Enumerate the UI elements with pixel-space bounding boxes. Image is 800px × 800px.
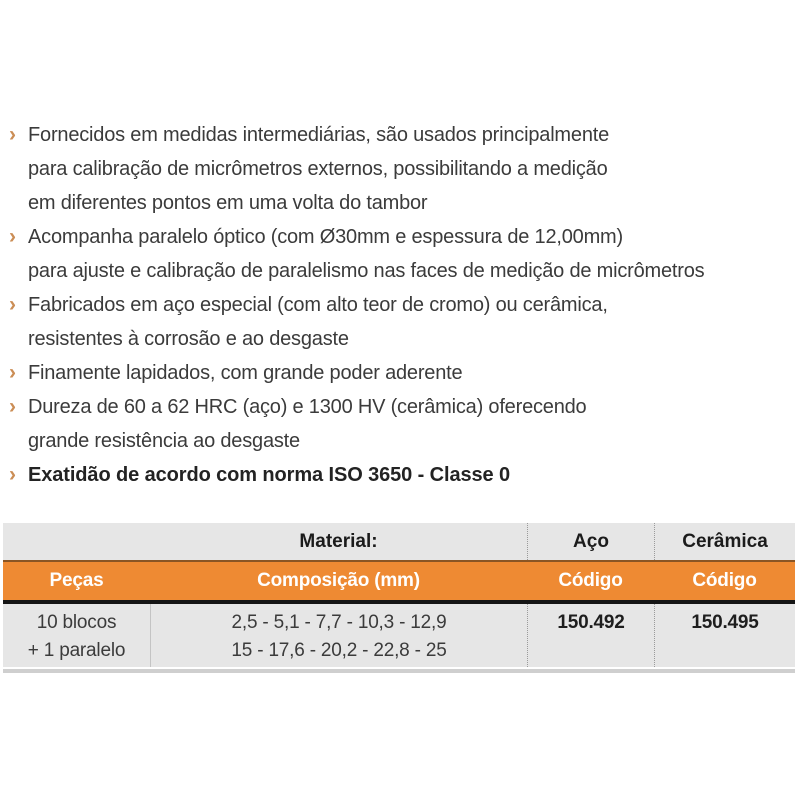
list-item: › Acompanha paralelo óptico (com Ø30mm e… [0,220,760,254]
list-item: › Finamente lapidados, com grande poder … [0,356,760,390]
list-item-text: Dureza de 60 a 62 HRC (aço) e 1300 HV (c… [28,396,587,418]
material-header-row: Material: Aço Cerâmica [3,523,795,560]
material-header-empty-cell [3,523,150,560]
table-bottom-rule [3,669,795,673]
list-item-text: para calibração de micrômetros externos,… [28,158,608,180]
material-aco-label: Aço [527,523,654,560]
list-item-continuation: grande resistência ao desgaste [0,424,760,458]
feature-list: › Fornecidos em medidas intermediárias, … [0,118,760,492]
bullet-indent [0,186,28,220]
bullet-indent [0,152,28,186]
pecas-cell: 10 blocos + 1 paralelo [3,604,150,667]
list-item-text: resistentes à corrosão e ao desgaste [28,328,349,350]
list-item-accuracy-note: › Exatidão de acordo com norma ISO 3650 … [0,458,760,492]
product-table: Material: Aço Cerâmica Peças Composição … [3,523,795,673]
list-item-text: Fornecidos em medidas intermediárias, sã… [28,124,610,146]
table-bottom-gap [3,667,795,669]
bullet-chevron-icon: › [9,293,16,316]
composicao-cell: 2,5 - 5,1 - 7,7 - 10,3 - 12,9 15 - 17,6 … [150,604,527,667]
list-item-text: grande resistência ao desgaste [28,430,300,452]
bullet-chevron-icon: › [9,123,16,146]
list-item-text: Fabricados em aço especial (com alto teo… [28,294,608,316]
bullet-chevron-icon: › [9,463,16,486]
list-item-text: em diferentes pontos em uma volta do tam… [28,192,428,214]
bullet-chevron-icon: › [9,225,16,248]
list-item: › Fornecidos em medidas intermediárias, … [0,118,760,152]
list-item: › Fabricados em aço especial (com alto t… [0,288,760,322]
bullet-indent [0,322,28,356]
list-item-continuation: em diferentes pontos em uma volta do tam… [0,186,760,220]
codigo-ceramica-value: 150.495 [691,612,759,633]
list-item: › Dureza de 60 a 62 HRC (aço) e 1300 HV … [0,390,760,424]
codigo-ceramica-cell: 150.495 [654,604,795,667]
composicao-line1: 2,5 - 5,1 - 7,7 - 10,3 - 12,9 [231,612,447,633]
list-item-text: para ajuste e calibração de paralelismo … [28,260,705,282]
material-header-label: Material: [299,530,378,552]
list-item-text: Finamente lapidados, com grande poder ad… [28,362,463,384]
column-header-composicao: Composição (mm) [257,570,420,591]
composicao-line2: 15 - 17,6 - 20,2 - 22,8 - 25 [231,640,447,661]
list-item-continuation: resistentes à corrosão e ao desgaste [0,322,760,356]
list-item-continuation: para calibração de micrômetros externos,… [0,152,760,186]
bullet-indent [0,254,28,288]
codigo-aco-cell: 150.492 [527,604,654,667]
column-header-codigo-aco: Código [558,570,623,591]
list-item-text: Exatidão de acordo com norma ISO 3650 - … [28,464,511,486]
material-ceramica-label: Cerâmica [654,523,795,560]
codigo-aco-value: 150.492 [557,612,625,633]
bullet-indent [0,424,28,458]
pecas-line1: 10 blocos [36,612,117,633]
bullet-chevron-icon: › [9,395,16,418]
header-divider-rule [3,600,795,604]
table-row: 10 blocos + 1 paralelo 2,5 - 5,1 - 7,7 -… [3,604,795,667]
bullet-chevron-icon: › [9,361,16,384]
list-item-continuation: para ajuste e calibração de paralelismo … [0,254,760,288]
column-header-row: Peças Composição (mm) Código Código [3,560,795,600]
column-header-codigo-ceramica: Código [692,570,757,591]
pecas-line2: + 1 paralelo [27,640,126,661]
column-header-pecas: Peças [49,570,104,591]
list-item-text: Acompanha paralelo óptico (com Ø30mm e e… [28,226,623,248]
